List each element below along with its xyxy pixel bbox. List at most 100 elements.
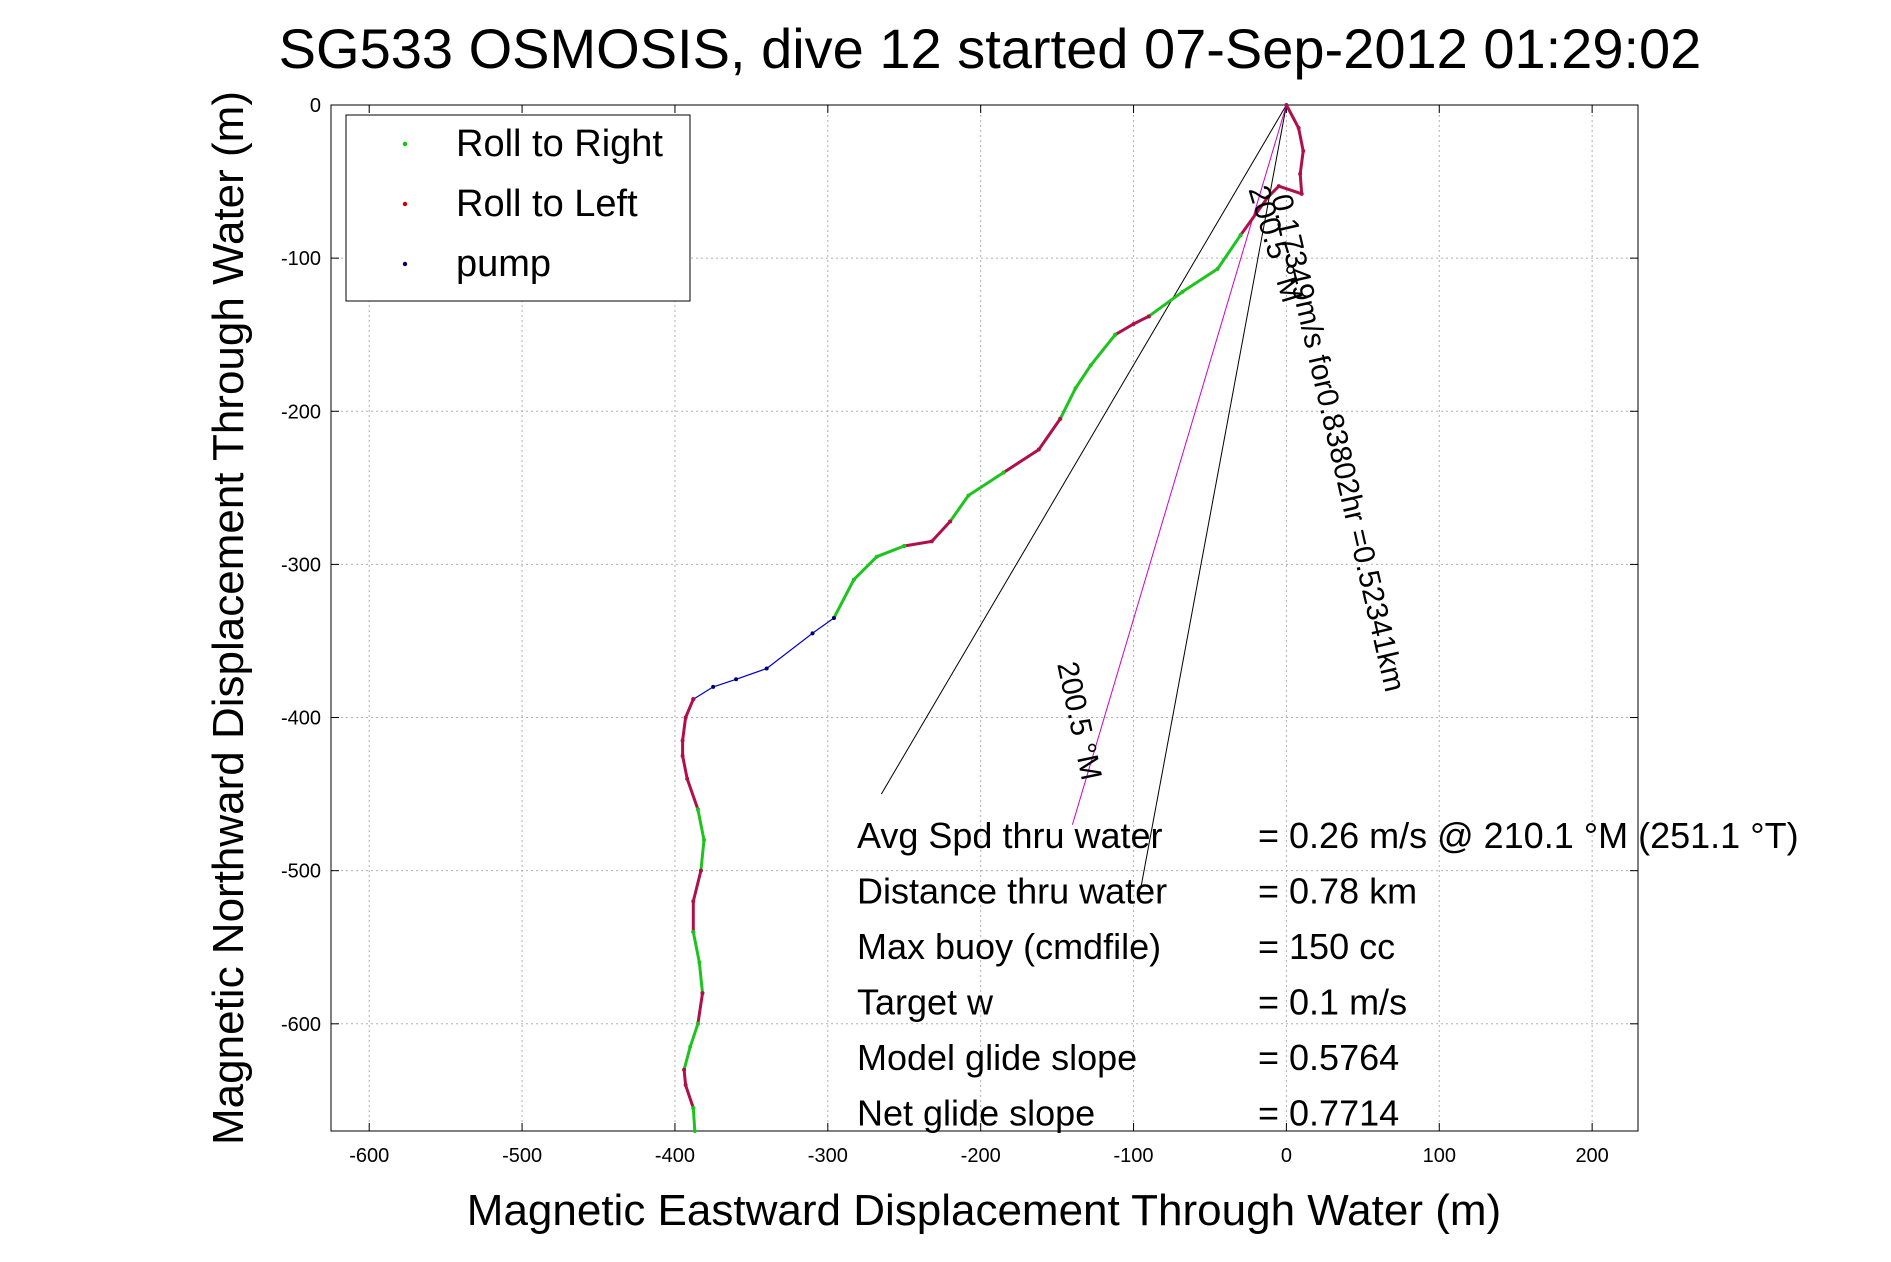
heading-labels: 200.5 °M 0.17349m/s for0.83802hr =0.52341… [1050, 182, 1411, 784]
x-tick-label: 200 [1575, 1145, 1608, 1167]
track-point [1180, 289, 1185, 294]
track-point [685, 776, 690, 781]
track-point [1301, 148, 1306, 153]
track-point [700, 991, 705, 996]
track-point [851, 577, 856, 582]
track-point [1058, 416, 1063, 421]
track-segment [691, 1106, 697, 1133]
y-tick-label: -400 [281, 708, 321, 730]
track-point [691, 929, 696, 934]
stat-value: = 0.7714 [1258, 1093, 1399, 1134]
track-point [734, 677, 739, 682]
track-point [680, 753, 685, 758]
track-point [683, 1083, 688, 1088]
track-point [691, 697, 696, 702]
track-point [764, 666, 769, 671]
dive-statistics: Avg Spd thru water = 0.26 m/s @ 210.1 °M … [857, 815, 1799, 1134]
y-tick-label: 0 [310, 95, 321, 117]
y-tick-label: -300 [281, 554, 321, 576]
x-tick-label: -400 [655, 1145, 695, 1167]
track-point [1215, 266, 1220, 271]
track-point [711, 684, 716, 689]
track-point [691, 899, 696, 904]
track-point [1146, 314, 1151, 319]
chart-title: SG533 OSMOSIS, dive 12 started 07-Sep-20… [279, 17, 1702, 80]
x-tick-label: 0 [1281, 1145, 1292, 1167]
x-tick-label: -300 [808, 1145, 848, 1167]
guide-line [1140, 104, 1287, 887]
legend-marker [402, 141, 408, 147]
track-point [697, 960, 702, 965]
track-segment [902, 520, 952, 548]
legend-label: pump [456, 243, 551, 285]
x-tick-label: -500 [502, 1145, 542, 1167]
track-point [966, 493, 971, 498]
track-segment [681, 697, 700, 811]
x-axis-ticks: -600 -500 -400 -300 -200 -100 0 100 200 [349, 105, 1609, 1167]
x-tick-label: 100 [1423, 1145, 1456, 1167]
track-point [698, 868, 703, 873]
track-segment [832, 544, 906, 620]
x-tick-label: -600 [349, 1145, 389, 1167]
stat-value: = 0.1 m/s [1258, 982, 1407, 1023]
track-point [1131, 321, 1136, 326]
track-point [680, 738, 685, 743]
legend-box [345, 114, 691, 302]
track-point [1299, 191, 1304, 196]
stat-label: Max buoy (cmdfile) [857, 926, 1161, 967]
track-segment [696, 991, 704, 1026]
track-point [695, 1021, 700, 1026]
track-segment [692, 617, 835, 700]
legend: Roll to Right Roll to Left pump [345, 114, 691, 302]
track-point [1296, 125, 1301, 130]
stat-label: Avg Spd thru water [857, 815, 1163, 856]
track-point [688, 1044, 693, 1049]
track-point [874, 554, 879, 559]
track-point [691, 1106, 696, 1111]
track-point [929, 539, 934, 544]
dive-track [680, 103, 1306, 1133]
track-segment [1239, 103, 1305, 237]
y-tick-label: -500 [281, 861, 321, 883]
track-segment [1058, 333, 1117, 421]
stat-value: = 0.26 m/s @ 210.1 °M (251.1 °T) [1258, 815, 1799, 856]
y-tick-label: -600 [281, 1014, 321, 1036]
legend-label: Roll to Left [456, 183, 638, 225]
track-segment [682, 1068, 695, 1110]
track-point [1238, 233, 1243, 238]
track-point [695, 807, 700, 812]
track-point [1113, 332, 1118, 337]
track-point [1036, 447, 1041, 452]
y-axis-ticks: 0 -100 -200 -300 -400 -500 -600 [281, 95, 1638, 1036]
track-point [692, 1129, 697, 1133]
stat-label: Net glide slope [857, 1093, 1095, 1134]
y-tick-label: -200 [281, 401, 321, 423]
track-point [682, 1067, 687, 1072]
track-point [1266, 194, 1271, 199]
stat-label: Target w [857, 982, 994, 1023]
guide-line [880, 104, 1287, 795]
track-point [948, 519, 953, 524]
y-axis-title: Magnetic Northward Displacement Through … [204, 91, 253, 1145]
x-axis-title: Magnetic Eastward Displacement Through W… [467, 1186, 1501, 1235]
heading-guide-lines [880, 104, 1287, 887]
track-point [1276, 184, 1281, 189]
x-tick-label: -100 [1114, 1145, 1154, 1167]
legend-marker [402, 261, 408, 267]
stat-label: Model glide slope [857, 1037, 1137, 1078]
stat-value: = 150 cc [1258, 926, 1395, 967]
track-point [1001, 470, 1006, 475]
track-point [902, 544, 907, 549]
track-point [1284, 103, 1289, 107]
y-tick-label: -100 [281, 248, 321, 270]
stat-value: = 0.5764 [1258, 1037, 1399, 1078]
track-point [701, 838, 706, 843]
track-point [1073, 386, 1078, 391]
heading-label: 0.17349m/s for0.83802hr =0.52341km [1264, 191, 1411, 695]
track-point [831, 616, 836, 620]
track-segment [1147, 233, 1242, 318]
guide-line [1071, 104, 1287, 825]
axes-frame [330, 104, 1639, 1132]
stat-label: Distance thru water [857, 871, 1167, 912]
